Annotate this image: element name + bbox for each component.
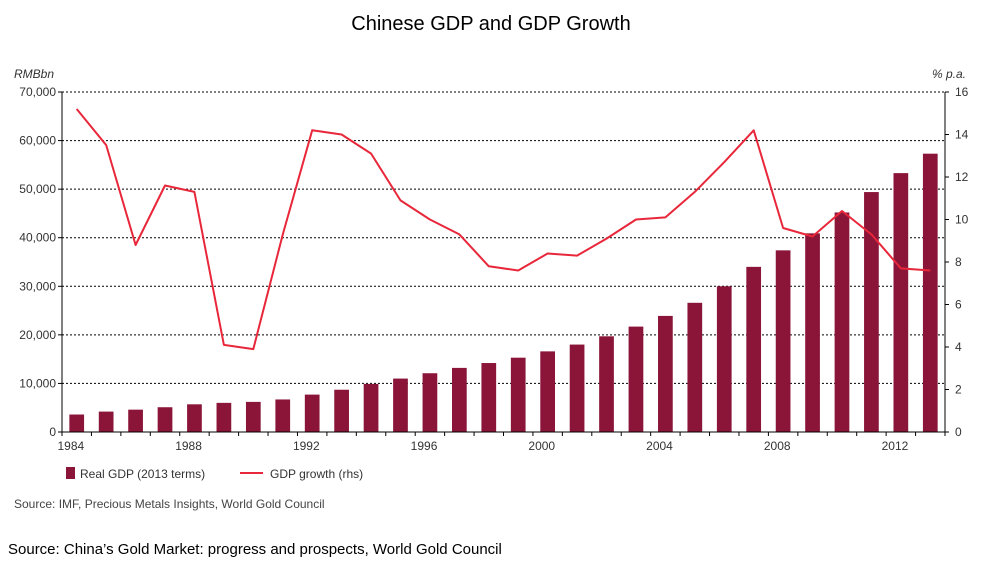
right-tick-label: 6 xyxy=(955,298,962,312)
gdp-bar xyxy=(864,192,879,432)
right-tick-label: 4 xyxy=(955,340,962,354)
x-tick-label: 2012 xyxy=(882,439,909,453)
gdp-bar xyxy=(128,409,143,432)
right-tick-label: 0 xyxy=(955,425,962,439)
gdp-bar xyxy=(716,286,732,432)
gdp-bar xyxy=(658,315,673,432)
gdp-bar xyxy=(216,402,232,432)
left-tick-label: 20,000 xyxy=(19,328,56,342)
gdp-bar xyxy=(187,404,202,432)
right-tick-label: 2 xyxy=(955,383,962,397)
right-tick-label: 12 xyxy=(955,170,969,184)
gdp-bar xyxy=(893,173,909,432)
left-tick-label: 50,000 xyxy=(19,182,56,196)
x-tick-label: 1992 xyxy=(293,439,320,453)
x-tick-label: 1984 xyxy=(57,439,84,453)
gdp-bar xyxy=(481,363,497,432)
gdp-bar xyxy=(805,233,820,432)
left-tick-label: 70,000 xyxy=(19,85,56,99)
gdp-bar xyxy=(775,250,791,432)
gdp-bar xyxy=(245,401,261,432)
right-axis-unit: % p.a. xyxy=(932,67,966,81)
line-series xyxy=(75,108,931,351)
x-tick-label: 2000 xyxy=(528,439,555,453)
gdp-bar xyxy=(157,407,173,432)
right-tick-label: 8 xyxy=(955,255,962,269)
gdp-bar xyxy=(599,336,614,432)
figure-source-caption: Source: China’s Gold Market: progress an… xyxy=(8,541,502,558)
left-tick-label: 40,000 xyxy=(19,231,56,245)
legend-bar-swatch xyxy=(66,467,75,479)
right-tick-label: 16 xyxy=(955,85,969,99)
x-tick-label: 2004 xyxy=(646,439,673,453)
legend: Real GDP (2013 terms) GDP growth (rhs) xyxy=(66,467,363,481)
left-axis-unit: RMBbn xyxy=(14,67,54,81)
gdp-growth-line xyxy=(75,108,931,351)
left-tick-label: 60,000 xyxy=(19,134,56,148)
right-tick-label: 14 xyxy=(955,128,969,142)
left-tick-label: 30,000 xyxy=(19,279,56,293)
gdp-bar xyxy=(304,394,320,432)
gdp-bar xyxy=(275,399,291,432)
gdp-bar xyxy=(569,344,585,432)
gdp-bar xyxy=(834,212,850,432)
right-tick-label: 10 xyxy=(955,213,969,227)
gdp-bar xyxy=(451,367,467,432)
gridlines xyxy=(62,91,945,384)
gdp-bar xyxy=(422,373,438,432)
chart-title: Chinese GDP and GDP Growth xyxy=(351,13,630,35)
gdp-bar xyxy=(98,411,114,432)
gdp-bar xyxy=(510,357,526,432)
gdp-bar xyxy=(363,383,379,432)
axes xyxy=(58,91,949,436)
chart-source-note: Source: IMF, Precious Metals Insights, W… xyxy=(14,497,325,511)
gdp-bar xyxy=(334,389,349,432)
legend-bar-label: Real GDP (2013 terms) xyxy=(80,467,205,481)
legend-line-label: GDP growth (rhs) xyxy=(270,467,363,481)
tick-labels: 0 10,000 20,000 30,000 40,000 50,000 60,000 70,… xyxy=(19,85,968,453)
left-tick-label: 0 xyxy=(49,425,56,439)
left-tick-label: 10,000 xyxy=(19,376,56,390)
gdp-bar xyxy=(746,266,762,432)
gdp-bar xyxy=(69,414,85,432)
x-tick-label: 2008 xyxy=(764,439,791,453)
gdp-bar xyxy=(687,302,703,432)
gdp-bar xyxy=(540,351,556,432)
gdp-bar xyxy=(628,326,644,432)
x-tick-label: 1988 xyxy=(175,439,202,453)
gdp-bar xyxy=(922,153,938,432)
gdp-bar xyxy=(393,378,408,432)
bar-series xyxy=(69,153,938,432)
x-tick-label: 1996 xyxy=(411,439,438,453)
